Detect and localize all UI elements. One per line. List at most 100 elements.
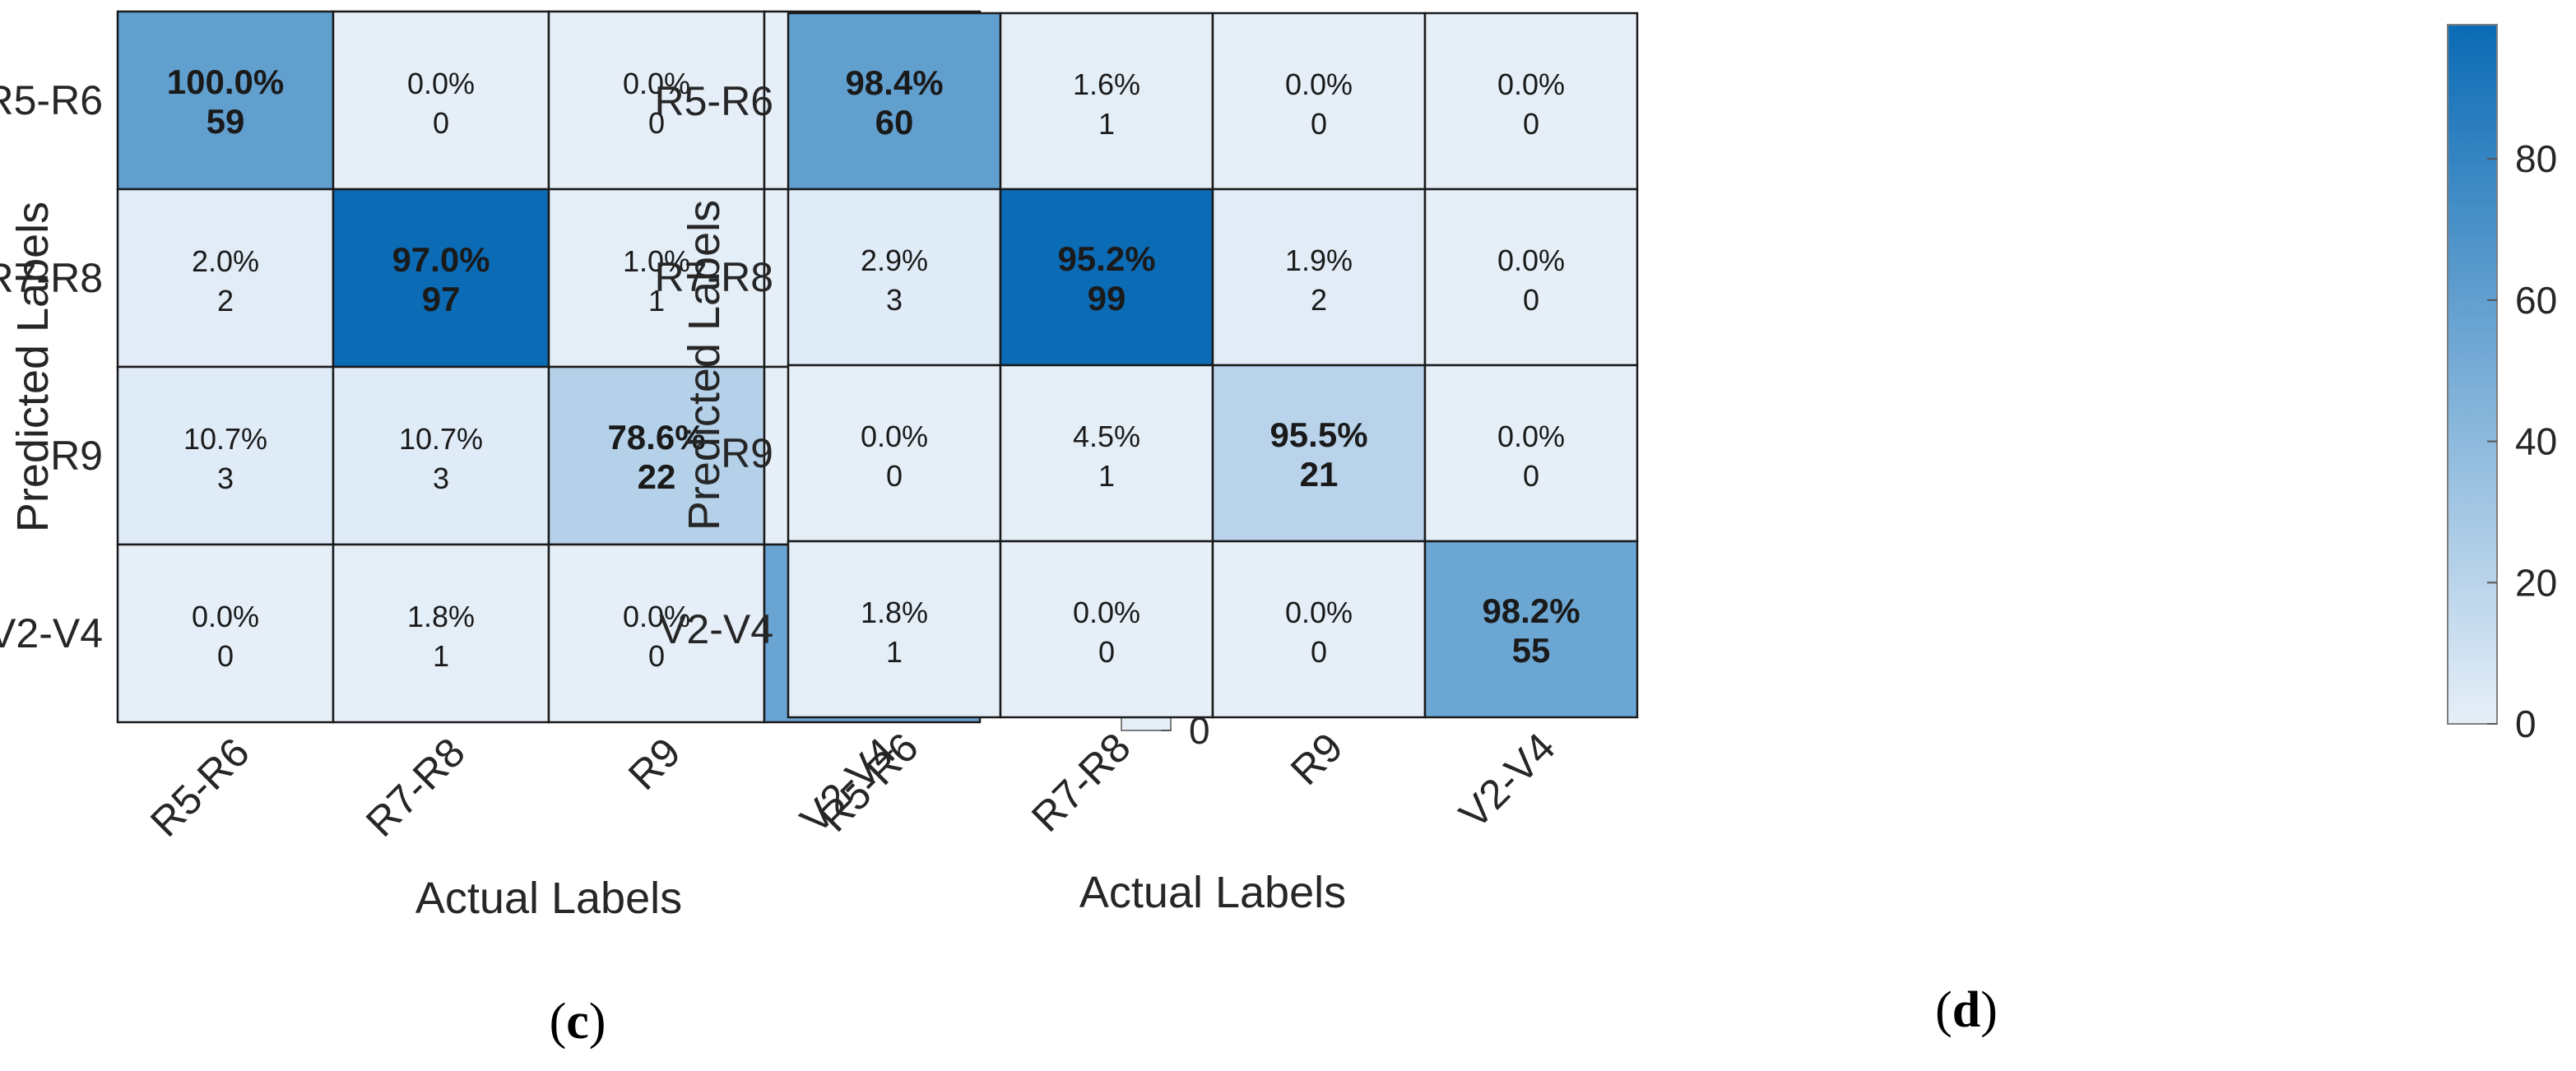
x-tick-label: R9 xyxy=(1282,724,1352,794)
colorbar-tick-label: 40 xyxy=(2515,420,2557,463)
cell-count-label: 3 xyxy=(433,461,449,495)
matrix-cell xyxy=(1211,188,1427,367)
matrix-cell xyxy=(116,188,335,369)
cell-count-label: 0 xyxy=(433,106,449,140)
colorbar xyxy=(2447,24,2498,725)
matrix-cell xyxy=(1211,364,1427,543)
y-tick-label: R7-R8 xyxy=(655,254,773,300)
matrix-cell xyxy=(1423,12,1639,191)
y-axis-label: Predicted Labels xyxy=(680,200,729,531)
cell-percent-label: 0.0% xyxy=(1285,67,1353,101)
cell-percent-label: 78.6% xyxy=(607,418,705,457)
x-axis-label: Actual Labels xyxy=(1079,868,1346,917)
cell-count-label: 0 xyxy=(1311,107,1327,141)
colorbar-tick-label: 80 xyxy=(2515,137,2557,180)
cell-percent-label: 0.0% xyxy=(623,600,690,633)
matrix-cell xyxy=(787,188,1002,367)
cell-count-label: 2 xyxy=(217,284,234,318)
cell-count-label: 1 xyxy=(433,639,449,673)
matrix-cell xyxy=(116,365,335,546)
x-tick-label: V2-V4 xyxy=(1450,724,1564,837)
cell-count-label: 0 xyxy=(1311,635,1327,669)
cell-percent-label: 95.5% xyxy=(1269,415,1367,454)
matrix-cell xyxy=(999,188,1214,367)
x-tick-label: R9 xyxy=(620,729,689,799)
x-tick-label: R5-R6 xyxy=(142,729,258,846)
cell-count-label: 55 xyxy=(1512,631,1551,670)
matrix-cell xyxy=(787,364,1002,543)
panel-label: (d) xyxy=(1935,982,1998,1038)
matrix-cell xyxy=(116,10,335,191)
cell-count-label: 0 xyxy=(648,639,665,673)
cell-percent-label: 0.0% xyxy=(861,420,928,453)
matrix-cell xyxy=(999,364,1214,543)
x-axis-label: Actual Labels xyxy=(415,874,682,923)
colorbar-tick-label: 0 xyxy=(2515,702,2537,745)
cell-percent-label: 0.0% xyxy=(1285,596,1353,629)
cell-count-label: 3 xyxy=(886,283,903,317)
cell-count-label: 0 xyxy=(1098,635,1115,669)
cell-percent-label: 0.0% xyxy=(623,67,690,100)
cell-count-label: 0 xyxy=(648,106,665,140)
panel-label: (c) xyxy=(550,994,606,1050)
cell-count-label: 1 xyxy=(886,635,903,669)
cell-percent-label: 0.0% xyxy=(192,600,259,633)
confusion-matrix-panel-d: 98.4%601.6%10.0%00.0%02.9%395.2%991.9%20… xyxy=(655,12,2557,1038)
cell-count-label: 1 xyxy=(1098,107,1115,141)
matrix-cell xyxy=(1211,540,1427,719)
cell-percent-label: 97.0% xyxy=(392,240,490,279)
cell-percent-label: 98.4% xyxy=(845,63,943,102)
cell-count-label: 59 xyxy=(207,102,245,141)
y-tick-label: R7-R8 xyxy=(0,255,103,301)
matrix-cell xyxy=(1423,188,1639,367)
y-tick-label: R5-R6 xyxy=(655,78,773,124)
matrix-cell xyxy=(1423,364,1639,543)
matrix-cell xyxy=(332,543,550,724)
colorbar-tick-label: 60 xyxy=(2515,279,2557,322)
cell-percent-label: 1.6% xyxy=(1073,67,1140,101)
cell-count-label: 1 xyxy=(648,284,665,318)
cell-percent-label: 0.0% xyxy=(1497,67,1565,101)
cell-count-label: 1 xyxy=(1098,459,1115,493)
y-tick-label: R5-R6 xyxy=(0,77,103,123)
matrix-cell xyxy=(332,10,550,191)
matrix-cell xyxy=(1423,540,1639,719)
matrix-cell xyxy=(116,543,335,724)
cell-percent-label: 95.2% xyxy=(1057,239,1155,278)
y-axis-label: Predicted Labels xyxy=(8,202,58,532)
matrix-cell xyxy=(1211,12,1427,191)
cell-count-label: 0 xyxy=(886,459,903,493)
y-tick-label: V2-V4 xyxy=(659,606,773,652)
cell-percent-label: 10.7% xyxy=(399,422,483,456)
cell-count-label: 0 xyxy=(217,639,234,673)
cell-count-label: 99 xyxy=(1088,279,1126,318)
x-tick-label: R7-R8 xyxy=(1023,724,1139,841)
cell-count-label: 0 xyxy=(1523,107,1539,141)
cell-percent-label: 10.7% xyxy=(183,422,267,456)
cell-percent-label: 0.0% xyxy=(407,67,475,100)
cell-count-label: 2 xyxy=(1311,283,1327,317)
cell-percent-label: 2.9% xyxy=(861,243,928,277)
matrix-cell xyxy=(787,540,1002,719)
cell-count-label: 21 xyxy=(1300,455,1339,494)
cell-percent-label: 1.9% xyxy=(1285,243,1353,277)
matrix-cell xyxy=(332,365,550,546)
cell-count-label: 0 xyxy=(1523,283,1539,317)
cell-count-label: 0 xyxy=(1523,459,1539,493)
cell-percent-label: 0.0% xyxy=(1073,596,1140,629)
y-tick-label: V2-V4 xyxy=(0,610,103,656)
cell-percent-label: 1.8% xyxy=(861,596,928,629)
cell-percent-label: 1.8% xyxy=(407,600,475,633)
cell-percent-label: 0.0% xyxy=(1497,243,1565,277)
cell-percent-label: 0.0% xyxy=(1497,420,1565,453)
cell-percent-label: 4.5% xyxy=(1073,420,1140,453)
matrix-cell xyxy=(547,365,766,546)
cell-count-label: 60 xyxy=(875,103,914,141)
cell-percent-label: 98.2% xyxy=(1482,591,1580,630)
cell-count-label: 22 xyxy=(638,457,676,496)
y-tick-label: R9 xyxy=(721,430,773,476)
cell-count-label: 97 xyxy=(422,280,461,318)
matrix-cell xyxy=(999,12,1214,191)
cell-percent-label: 100.0% xyxy=(167,63,284,101)
